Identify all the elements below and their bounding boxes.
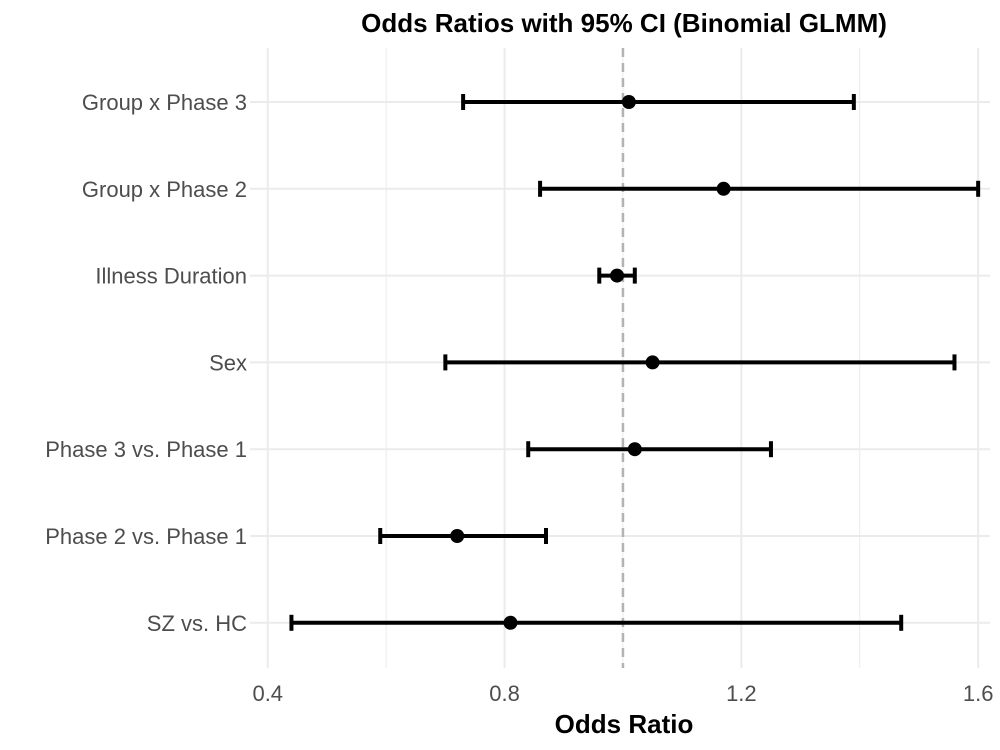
y-tick-label: Illness Duration [95,264,247,289]
estimate-point [610,268,625,283]
x-tick-label: 1.6 [963,681,994,706]
estimate-point [716,181,731,196]
y-tick-label: SZ vs. HC [147,611,247,636]
estimate-point [645,355,660,370]
y-tick-label: Group x Phase 3 [82,90,247,115]
chart-title: Odds Ratios with 95% CI (Binomial GLMM) [361,8,887,38]
x-tick-labels: 0.4 0.8 1.2 1.6 [252,681,993,706]
x-tick-label: 0.8 [489,681,520,706]
estimate-point [503,615,518,630]
data-marks [289,94,981,631]
estimate-point [621,95,636,109]
y-tick-label: Phase 3 vs. Phase 1 [45,437,247,462]
estimate-point [627,442,642,457]
grid [250,48,990,668]
x-tick-label: 1.2 [726,681,757,706]
x-tick-label: 0.4 [252,681,283,706]
y-tick-label: Phase 2 vs. Phase 1 [45,524,247,549]
y-tick-label: Sex [209,350,247,375]
estimate-point [450,529,465,543]
x-axis-label: Odds Ratio [555,709,694,739]
y-tick-label: Group x Phase 2 [82,177,247,202]
y-tick-labels: Group x Phase 3 Group x Phase 2 Illness Du… [45,90,247,636]
